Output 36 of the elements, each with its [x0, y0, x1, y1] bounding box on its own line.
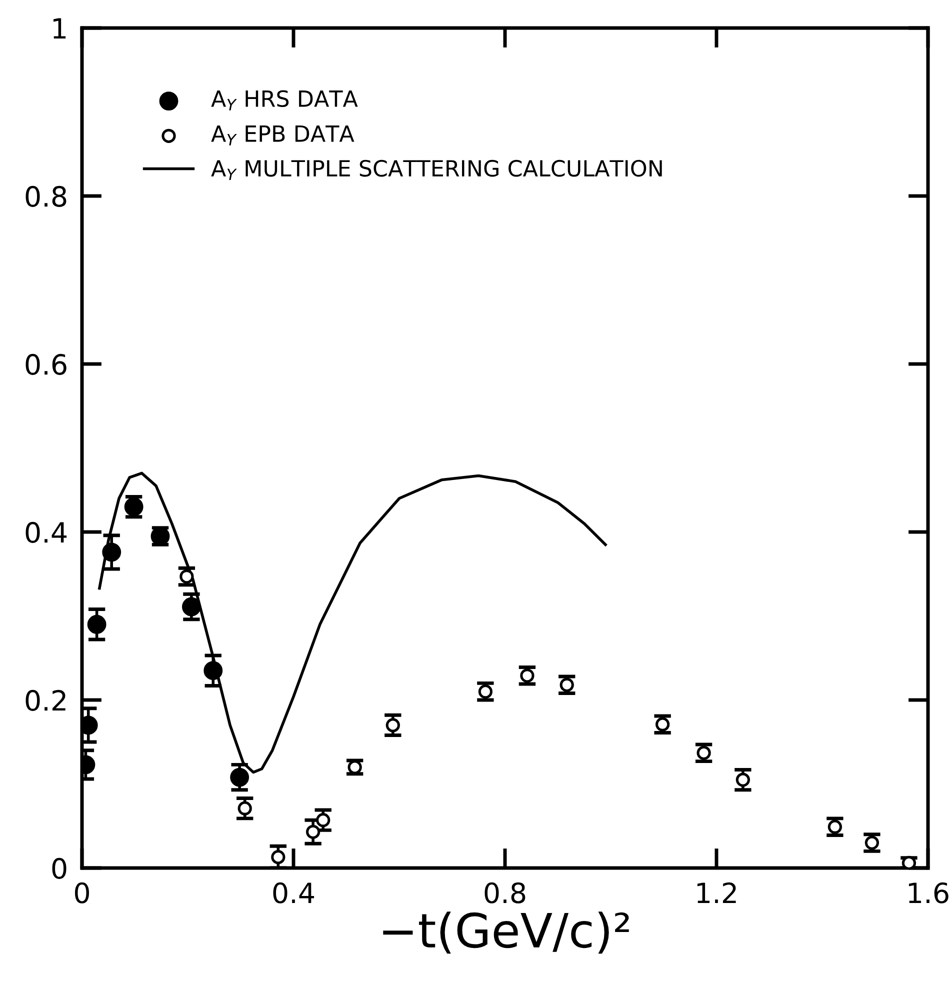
point	[182, 597, 201, 616]
point	[696, 746, 711, 760]
point	[864, 836, 880, 850]
x-tick-label: 1.6	[908, 882, 948, 904]
x-axis-title: −t(GeV/c)²	[383, 912, 629, 954]
line-series	[98, 472, 607, 774]
legend-label: A$_{Y}$ MULTIPLE SCATTERING CALCULATION	[211, 160, 662, 180]
point	[828, 820, 842, 834]
point	[902, 856, 916, 868]
point	[230, 768, 250, 787]
y-tick-label: 0.4	[26, 522, 67, 543]
y-tick-label: 0.8	[26, 186, 66, 207]
x-tick-label: 1.2	[697, 882, 736, 903]
point	[180, 569, 194, 584]
legend-label: A$_{Y}$ HRS DATA	[211, 90, 358, 110]
point	[316, 813, 330, 828]
x-tick-label: 0	[74, 882, 89, 904]
y-tick-label: 1	[53, 18, 66, 39]
point	[520, 668, 534, 683]
y-tick-label: 0.6	[26, 354, 66, 375]
point	[87, 614, 106, 634]
point	[271, 850, 286, 864]
y-tick-label: 0	[52, 858, 66, 879]
point	[656, 717, 670, 732]
y-tick-label: 0.2	[26, 690, 66, 711]
point	[204, 661, 223, 680]
point	[102, 542, 122, 562]
x-tick-label: 0.8	[484, 882, 526, 904]
legend-label: A$_{Y}$ EPB DATA	[211, 126, 354, 146]
x-tick-label: 0.4	[273, 882, 314, 904]
point	[560, 678, 574, 692]
point	[238, 801, 252, 816]
point	[478, 684, 492, 699]
point	[736, 772, 750, 787]
point	[306, 824, 320, 839]
point	[386, 718, 400, 732]
